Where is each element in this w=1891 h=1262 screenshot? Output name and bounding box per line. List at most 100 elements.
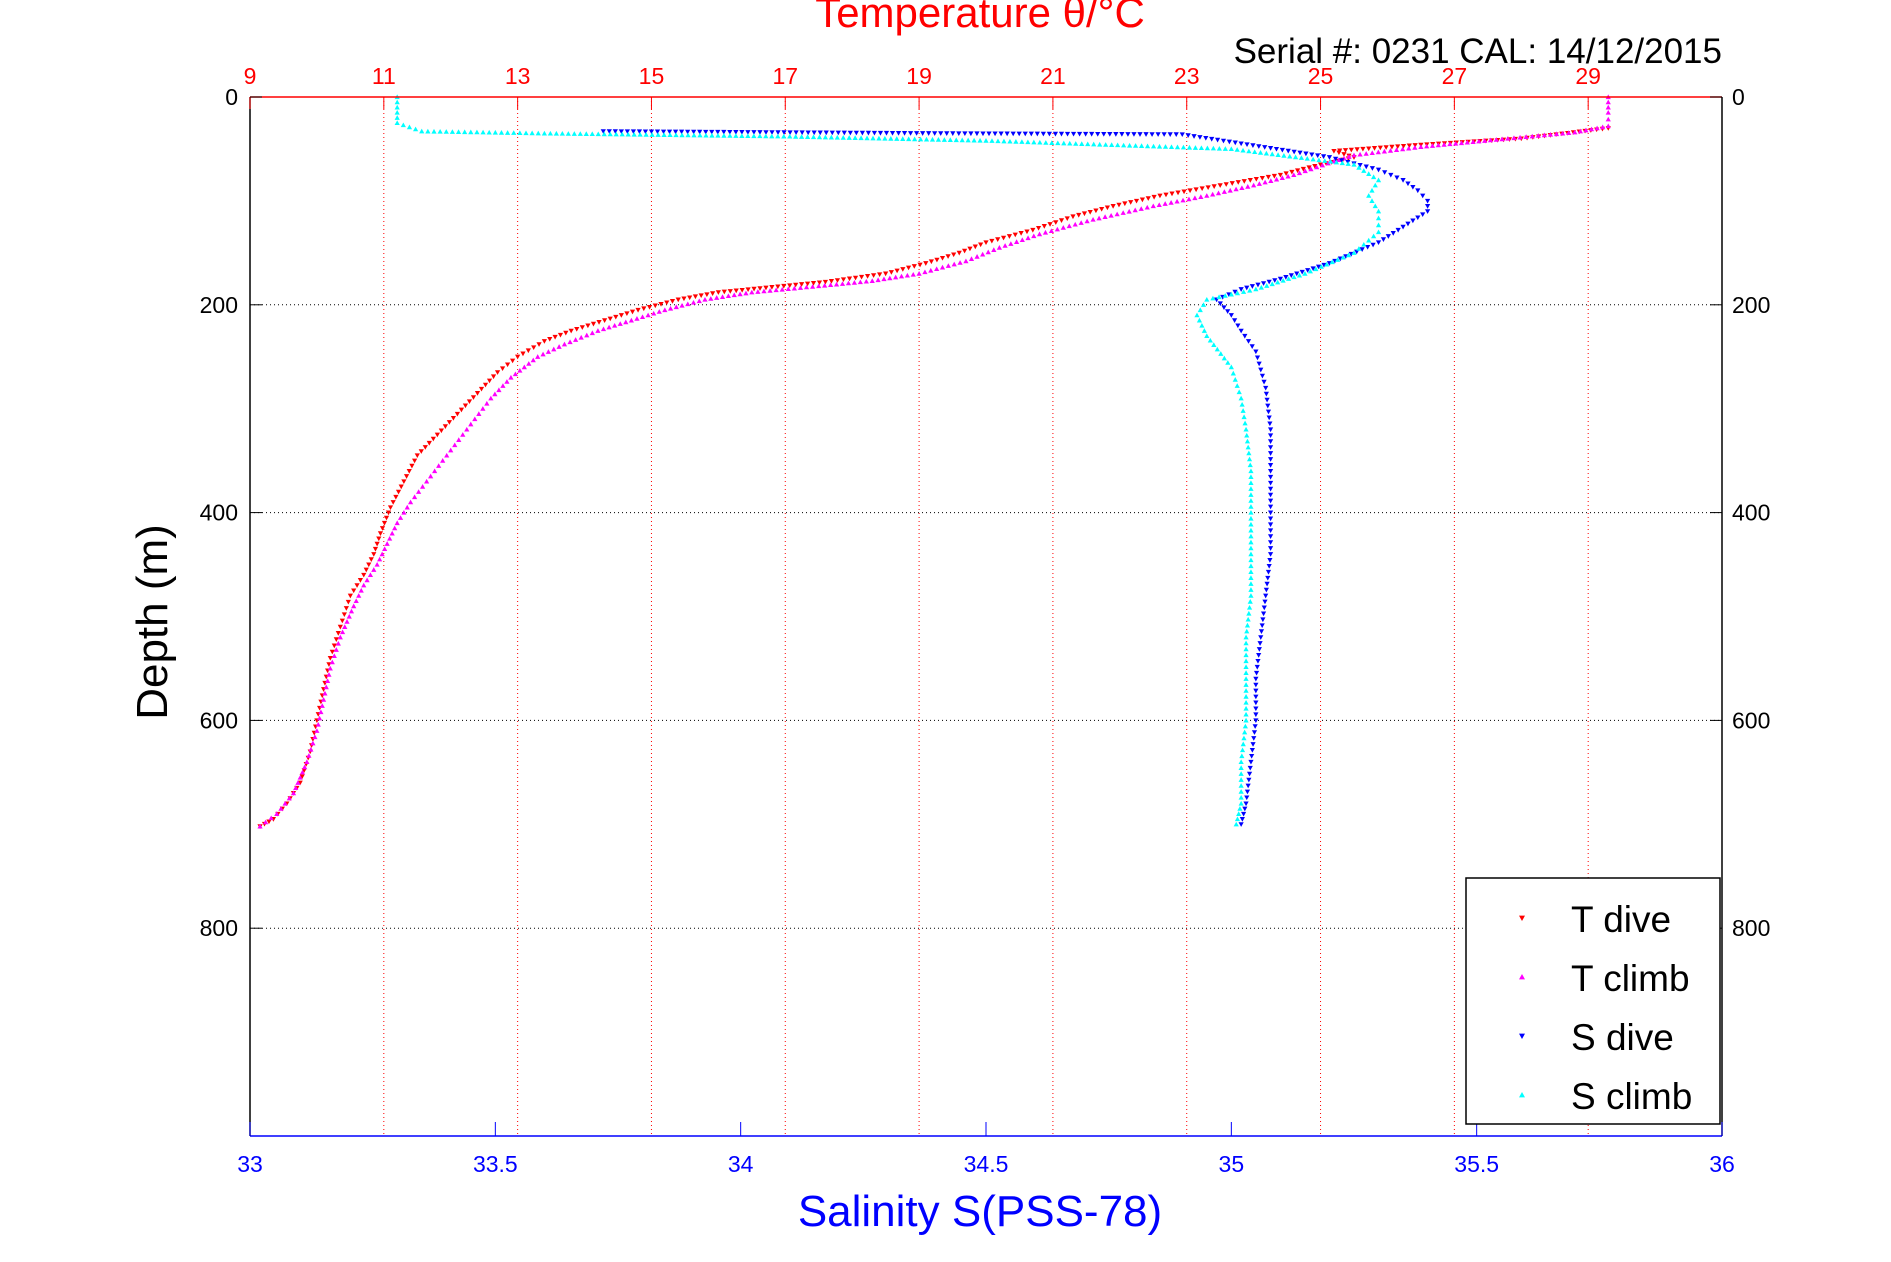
s-dive-point [1291, 149, 1297, 155]
s-dive-point [1382, 170, 1388, 175]
t-climb-point [364, 577, 370, 583]
t-dive-point [1087, 209, 1093, 215]
s-dive-point [1255, 658, 1261, 664]
s-dive-point [1244, 789, 1251, 795]
t-climb-point [1482, 138, 1488, 143]
t-climb-point [321, 697, 327, 702]
s-dive-point [883, 130, 890, 136]
s-dive-point [1256, 144, 1262, 149]
t-dive-point [1064, 216, 1070, 222]
s-dive-point [1040, 131, 1046, 137]
s-climb-point [1248, 486, 1254, 491]
t-climb-point [1239, 185, 1245, 190]
s-climb-point [989, 138, 995, 143]
s-dive-point [642, 129, 649, 135]
s-dive-point [1255, 282, 1261, 288]
s-dive-point [1254, 355, 1261, 361]
t-climb-point [822, 282, 828, 288]
s-climb-point [709, 132, 715, 138]
s-climb-point [1216, 294, 1222, 300]
s-dive-point [1191, 134, 1197, 139]
s-dive-point [1263, 593, 1269, 599]
s-dive-point [1267, 510, 1274, 516]
s-climb-point [810, 134, 817, 140]
t-climb-point [540, 351, 546, 357]
s-climb-point [1248, 551, 1254, 557]
t-climb-point [367, 572, 374, 578]
s-dive-point [1400, 224, 1406, 230]
s-climb-point [1204, 145, 1210, 151]
t-climb-point [1013, 239, 1020, 244]
t-climb-point [578, 334, 584, 340]
s-climb-point [1240, 147, 1246, 153]
t-dive-point [1163, 192, 1169, 198]
s-dive-point [679, 129, 685, 135]
t-dive-point [368, 557, 374, 562]
s-dive-point [1425, 198, 1431, 204]
t-dive-point [347, 593, 353, 599]
t-climb-point [863, 278, 869, 284]
s-dive-point [799, 130, 805, 136]
s-climb-point [1248, 539, 1254, 545]
t-climb-point [612, 322, 618, 328]
s-climb-point [492, 129, 498, 135]
t-dive-point [822, 279, 829, 285]
s-climb-point [1132, 143, 1139, 148]
s-dive-point [841, 130, 847, 136]
s-dive-point [1267, 480, 1274, 486]
s-climb-point [1197, 307, 1203, 313]
s-dive-point [1253, 349, 1259, 355]
t-climb-point [1346, 154, 1352, 159]
s-climb-point [1061, 140, 1067, 146]
t-dive-point [385, 510, 392, 516]
s-dive-point [1267, 534, 1274, 539]
s-climb-point [977, 137, 983, 143]
t-dive-point [698, 293, 704, 299]
s-climb-point [1246, 450, 1252, 456]
s-climb-point [1324, 261, 1330, 267]
s-climb-point [1248, 587, 1254, 592]
s-dive-point [1305, 268, 1311, 273]
s-dive-point [1267, 486, 1274, 492]
t-climb-point [1435, 142, 1441, 148]
depth-tick-label-left: 400 [200, 500, 238, 526]
s-dive-point [666, 129, 673, 135]
s-climb-point [1238, 794, 1244, 800]
t-climb-point [304, 759, 310, 765]
t-dive-point [1199, 186, 1205, 192]
s-climb-point [1019, 139, 1025, 144]
s-climb-point [1049, 140, 1055, 145]
salinity-tick-label: 33.5 [473, 1151, 518, 1177]
t-climb-point [472, 416, 478, 422]
t-climb-point [1168, 200, 1174, 205]
t-dive-point [393, 494, 399, 500]
s-dive-point [1260, 281, 1267, 286]
t-dive-point [333, 637, 339, 642]
s-climb-point [480, 129, 486, 135]
t-climb-point [1251, 182, 1257, 188]
depth-tick-label-left: 200 [200, 292, 238, 318]
t-dive-point [1253, 177, 1259, 182]
t-dive-point [804, 281, 811, 287]
t-climb-point [526, 361, 532, 366]
t-climb-point [468, 421, 474, 427]
depth-tick-label-right: 400 [1732, 500, 1770, 526]
t-dive-point [793, 282, 799, 288]
t-dive-point [664, 300, 670, 306]
t-climb-point [480, 406, 486, 411]
t-climb-point [556, 344, 562, 349]
s-climb-point [1310, 156, 1316, 162]
s-climb-point [1340, 254, 1346, 260]
s-climb-point [1248, 575, 1254, 580]
s-climb-point [804, 134, 811, 139]
s-climb-point [697, 132, 703, 138]
s-dive-point [1410, 218, 1416, 224]
t-climb-point [416, 489, 422, 494]
s-dive-point [1265, 575, 1271, 581]
s-climb-point [511, 130, 517, 135]
t-climb-point [456, 437, 462, 442]
t-dive-point [602, 318, 608, 323]
s-dive-point [1288, 273, 1294, 278]
t-climb-point [857, 279, 863, 285]
s-dive-point [606, 129, 612, 134]
